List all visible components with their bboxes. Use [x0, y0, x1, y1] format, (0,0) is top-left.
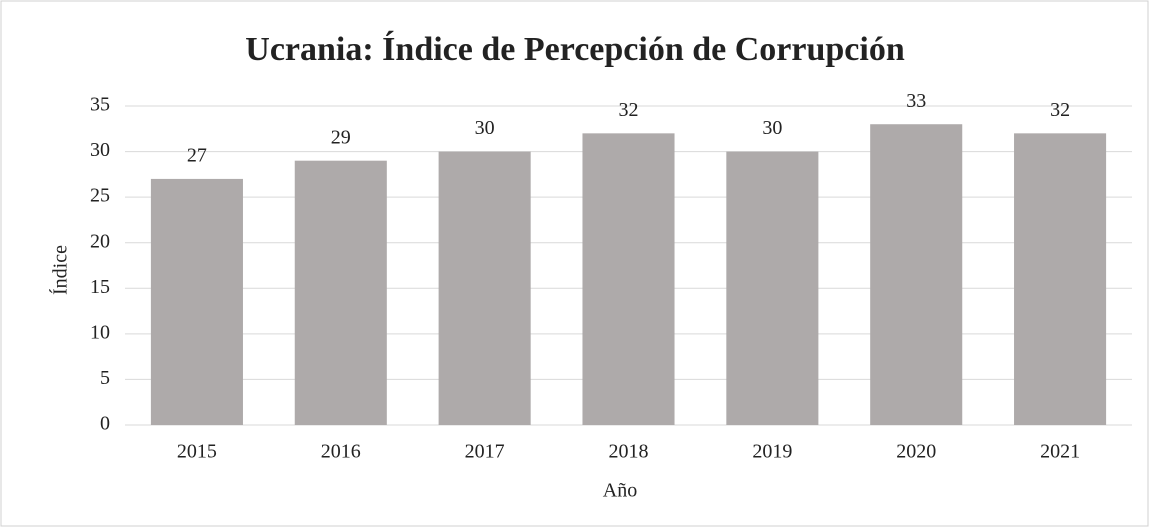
chart-title: Ucrania: Índice de Percepción de Corrupc… — [245, 31, 905, 68]
x-tick-label: 2015 — [177, 441, 217, 463]
data-label: 30 — [762, 117, 782, 139]
data-label: 30 — [475, 117, 495, 139]
x-tick-label: 2016 — [321, 441, 361, 463]
data-label: 33 — [906, 90, 926, 112]
bar — [726, 151, 819, 426]
x-tick-label: 2017 — [465, 441, 505, 463]
x-axis-label: Año — [603, 480, 637, 502]
y-tick-label: 0 — [100, 413, 110, 435]
bar — [150, 178, 243, 425]
x-tick-label: 2020 — [896, 441, 936, 463]
bar — [438, 151, 531, 426]
y-tick-label: 35 — [90, 94, 110, 116]
data-label: 29 — [331, 126, 351, 148]
y-tick-label: 10 — [90, 321, 110, 343]
y-tick-label: 20 — [90, 230, 110, 252]
data-label: 32 — [1050, 99, 1070, 121]
data-label: 32 — [619, 99, 639, 121]
bar — [1014, 133, 1107, 426]
bar — [582, 133, 675, 426]
y-tick-label: 25 — [90, 185, 110, 207]
data-label: 27 — [187, 145, 207, 167]
bar — [870, 124, 963, 425]
bar — [294, 160, 387, 425]
x-tick-label: 2019 — [752, 441, 792, 463]
x-tick-label: 2018 — [609, 441, 649, 463]
y-tick-label: 30 — [90, 139, 110, 161]
y-tick-label: 5 — [100, 367, 110, 389]
x-tick-label: 2021 — [1040, 441, 1080, 463]
y-tick-label: 15 — [90, 276, 110, 298]
y-axis-label: Índice — [49, 245, 72, 295]
